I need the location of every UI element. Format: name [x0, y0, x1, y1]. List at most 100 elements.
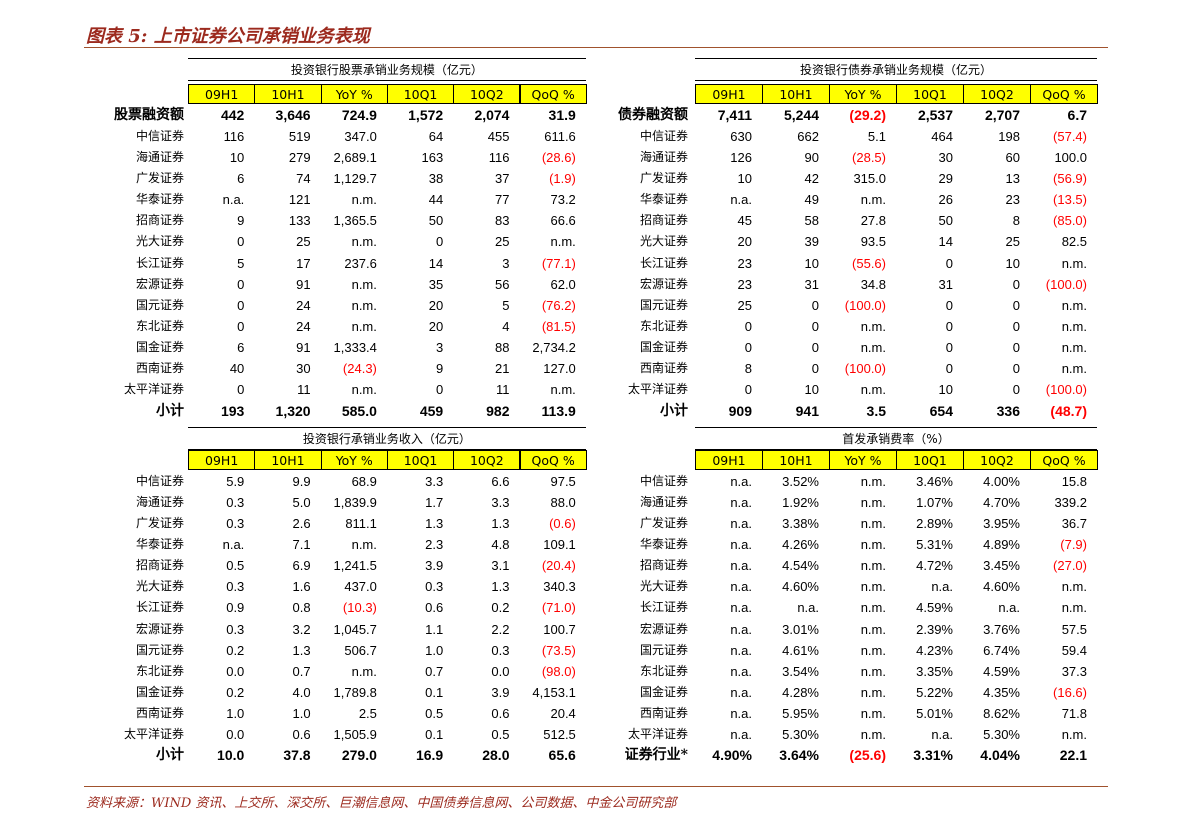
cell: n.a.	[730, 558, 752, 574]
cell: n.m.	[860, 727, 886, 743]
cell: n.a.	[730, 600, 752, 616]
row-label: 长江证券	[639, 255, 688, 270]
figure-title: 图表 5: 上市证券公司承销业务表现	[86, 26, 370, 47]
row-label: 中信证券	[639, 128, 688, 143]
row-label: 宏源证券	[135, 621, 184, 636]
cell: n.a.	[730, 192, 752, 208]
cell: 347.0	[344, 128, 377, 144]
cell: 20	[428, 319, 444, 334]
cell: 464	[931, 128, 953, 144]
cell: (29.2)	[849, 106, 886, 123]
cell: 630	[730, 128, 752, 144]
row-label: 宏源证券	[639, 276, 688, 291]
cell: 0.2	[226, 685, 245, 700]
cell: 31	[804, 276, 819, 292]
cell: n.m.	[351, 234, 377, 250]
cell: (77.1)	[541, 255, 576, 271]
cell: 0.9	[226, 600, 245, 616]
column-header: YoY %	[829, 84, 897, 104]
cell: 4.35%	[983, 685, 1020, 700]
cell: 0.3	[226, 579, 245, 595]
cell: 14	[938, 234, 953, 250]
column-header: 10H1	[254, 450, 322, 470]
column-header: QoQ %	[1030, 84, 1098, 104]
row-label: 小计	[156, 402, 184, 419]
row-label: 华泰证券	[639, 536, 688, 551]
row-label: 国金证券	[639, 685, 688, 699]
cell: 455	[487, 128, 510, 144]
cell: 3.3	[425, 473, 444, 489]
cell: n.m.	[1061, 727, 1087, 743]
cell: 5.95%	[782, 706, 819, 722]
cell: (48.7)	[1050, 402, 1087, 419]
cell: 0.3	[226, 621, 245, 637]
cell: n.m.	[860, 340, 886, 356]
cell: (100.0)	[1045, 382, 1087, 398]
column-header: 09H1	[188, 84, 256, 104]
cell: (85.0)	[1053, 213, 1087, 229]
cell: (98.0)	[541, 663, 576, 679]
row-label: 宏源证券	[135, 276, 184, 291]
cell: n.a.	[797, 600, 819, 616]
cell: n.a.	[931, 727, 953, 743]
cell: 654	[929, 402, 953, 419]
cell: 3.38%	[782, 515, 819, 531]
cell: n.a.	[730, 579, 752, 595]
cell: 50	[428, 213, 444, 229]
cell: 1.3	[292, 642, 311, 658]
cell: 519	[288, 128, 311, 144]
cell: 4.8	[491, 536, 510, 552]
cell: (24.3)	[342, 361, 377, 377]
row-label: 中信证券	[135, 473, 184, 488]
cell: 1,241.5	[333, 558, 377, 574]
cell: 97.5	[550, 473, 576, 489]
column-header: 10H1	[762, 84, 830, 104]
cell: 5	[502, 297, 510, 313]
cell: (56.9)	[1053, 170, 1087, 186]
cell: (55.6)	[852, 255, 886, 271]
cell: 26	[938, 192, 953, 208]
column-header: 10Q2	[963, 84, 1031, 104]
cell: (13.5)	[1053, 192, 1087, 208]
cell: n.m.	[1061, 297, 1087, 313]
cell: 0	[1012, 361, 1020, 377]
cell: 23	[737, 255, 752, 271]
cell: 0	[945, 361, 953, 377]
cell: 0	[1012, 382, 1020, 398]
cell: 6.9	[292, 558, 311, 574]
column-header: 10Q2	[453, 450, 521, 470]
row-label: 太平洋证券	[627, 727, 688, 742]
column-header: 09H1	[695, 450, 763, 470]
cell: 3.52%	[782, 473, 819, 489]
cell: 10	[938, 382, 953, 398]
cell: (16.6)	[1053, 685, 1087, 700]
cell: 0.3	[226, 494, 245, 510]
cell: 2,537	[917, 106, 953, 123]
cell: n.m.	[860, 494, 886, 510]
row-label: 光大证券	[135, 579, 184, 594]
cell: n.m.	[860, 663, 886, 679]
column-header: QoQ %	[519, 84, 587, 104]
cell: 0	[945, 340, 953, 356]
cell: n.a.	[730, 706, 752, 722]
cell: n.a.	[730, 473, 752, 489]
cell: 127.0	[543, 361, 576, 377]
cell: 198	[998, 128, 1020, 144]
cell: 64	[428, 128, 444, 144]
row-label: 广发证券	[639, 170, 688, 185]
cell: 5.1	[867, 128, 886, 144]
cell: 5,244	[783, 106, 819, 123]
cell: 3.5	[866, 402, 886, 419]
cell: 0.2	[491, 600, 510, 616]
cell: 909	[728, 402, 752, 419]
cell: 39	[804, 234, 819, 250]
cell: n.m.	[351, 382, 377, 398]
cell: 1.1	[425, 621, 444, 637]
cell: 24	[296, 319, 311, 334]
cell: 25	[495, 234, 510, 250]
cell: 2,074	[474, 106, 510, 123]
cell: (7.9)	[1060, 536, 1087, 552]
cell: n.m.	[351, 319, 377, 334]
cell: 3.76%	[983, 621, 1020, 637]
cell: 3.46%	[916, 473, 953, 489]
